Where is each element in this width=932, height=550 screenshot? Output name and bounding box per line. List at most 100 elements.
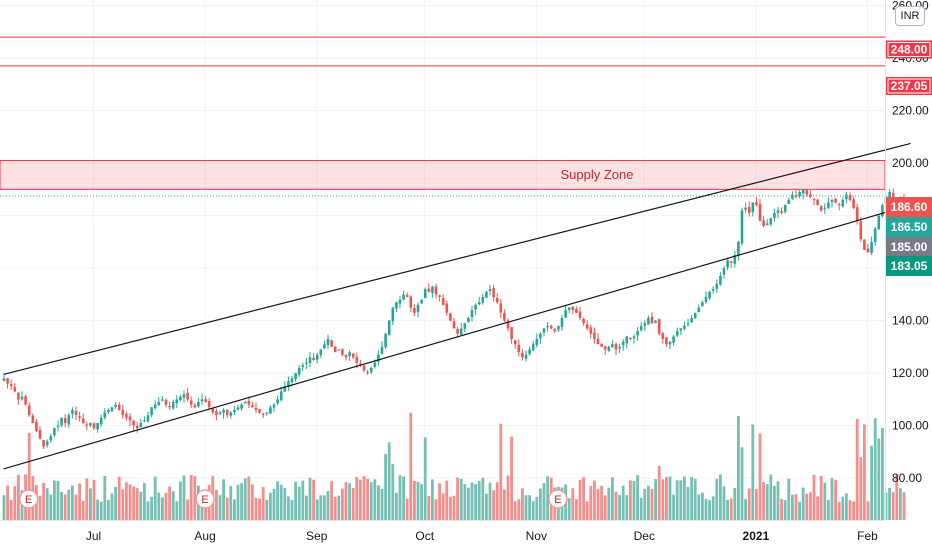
price-tag-label: 183.05 [891, 259, 928, 273]
volume-bar [193, 476, 197, 520]
candle-body [9, 384, 13, 387]
candle-body [391, 307, 395, 322]
candle-body [445, 303, 449, 313]
candle-body [287, 380, 290, 388]
volume-bar [153, 476, 157, 520]
volume-bar [423, 437, 427, 520]
candle-body [146, 415, 150, 422]
volume-bar [614, 491, 618, 520]
candle-body [715, 283, 719, 289]
candle-body [416, 304, 420, 313]
candle-body [557, 325, 560, 330]
candle-body [495, 297, 499, 303]
candle-body [333, 346, 337, 353]
channel-upper-line [3, 142, 911, 376]
volume-bar [798, 501, 801, 520]
candle-body [269, 407, 272, 414]
volume-bar [333, 496, 337, 520]
candle-body [621, 341, 625, 346]
horizontal-levels [0, 36, 885, 67]
candle-body [74, 411, 78, 416]
volume-bar [377, 485, 380, 520]
candle-body [153, 404, 157, 409]
candle-body [477, 302, 481, 305]
volume-bar [103, 475, 107, 520]
candle-body [395, 302, 398, 309]
volume-bar [603, 495, 607, 520]
volume-bar [110, 493, 114, 520]
candle-body [679, 328, 683, 331]
candle-body [827, 202, 830, 208]
candle-body [344, 354, 348, 358]
candle-body [769, 218, 773, 225]
volume-histogram [2, 412, 906, 520]
candle-body [27, 405, 31, 416]
volume-bar [661, 479, 665, 520]
volume-bar [215, 489, 218, 520]
volume-bar [827, 499, 830, 520]
price-tag-label: 185.00 [891, 240, 928, 254]
volume-bar [855, 418, 859, 520]
price-tag: 248.00 [886, 40, 932, 59]
volume-bar [873, 418, 877, 520]
volume-bar [164, 492, 168, 520]
volume-bar [441, 493, 445, 520]
volume-bar [348, 483, 351, 520]
volume-bar [449, 496, 452, 520]
candle-body [279, 391, 283, 401]
candle-body [654, 320, 657, 323]
candle-body [841, 199, 845, 207]
candle-body [297, 367, 301, 375]
candle-body [589, 327, 593, 334]
time-tick-label: 2021 [743, 529, 770, 543]
volume-bar [402, 476, 405, 520]
candle-body [107, 409, 110, 413]
candle-body [506, 320, 510, 329]
volume-bar [229, 486, 233, 520]
candle-body [179, 396, 182, 401]
volume-bar [56, 481, 60, 520]
price-tag: 185.00 [886, 237, 932, 257]
candlesticks [2, 188, 906, 449]
price-tag-inner [887, 42, 931, 57]
volume-bar [139, 491, 143, 520]
candle-body [665, 337, 668, 345]
candle-body [819, 206, 823, 211]
volume-bar [607, 487, 611, 520]
candle-body [161, 399, 164, 401]
candle-body [470, 310, 474, 318]
price-tag-box [886, 197, 932, 217]
time-axis[interactable]: Jul Aug Sep Oct Nov Dec 2021 Feb [86, 529, 878, 543]
candle-body [805, 190, 809, 195]
candle-body [629, 337, 632, 339]
volume-bar [891, 492, 895, 520]
candle-body [463, 323, 467, 329]
candle-body [92, 423, 96, 429]
candle-body [452, 321, 456, 329]
candle-body [762, 220, 765, 227]
candle-body [891, 192, 895, 200]
candle-body [236, 407, 240, 410]
candle-body [362, 365, 366, 371]
candle-body [791, 194, 794, 200]
candle-body [816, 199, 819, 206]
candle-body [175, 399, 179, 404]
price-tag-box [886, 256, 932, 276]
volume-bar [438, 483, 441, 520]
candle-body [319, 349, 323, 356]
price-tag-label: 186.50 [891, 220, 928, 234]
volume-bar [251, 484, 254, 520]
candle-body [78, 416, 81, 418]
volume-bar [53, 480, 56, 520]
candle-body [128, 416, 132, 421]
volume-bar [625, 495, 629, 520]
volume-bar [686, 486, 690, 520]
candle-body [517, 344, 521, 353]
candle-body [233, 409, 236, 413]
candle-body [427, 288, 431, 292]
currency-badge[interactable]: INR [895, 6, 925, 26]
volume-bar [899, 488, 902, 520]
volume-bar [463, 484, 467, 520]
candle-body [632, 336, 636, 339]
